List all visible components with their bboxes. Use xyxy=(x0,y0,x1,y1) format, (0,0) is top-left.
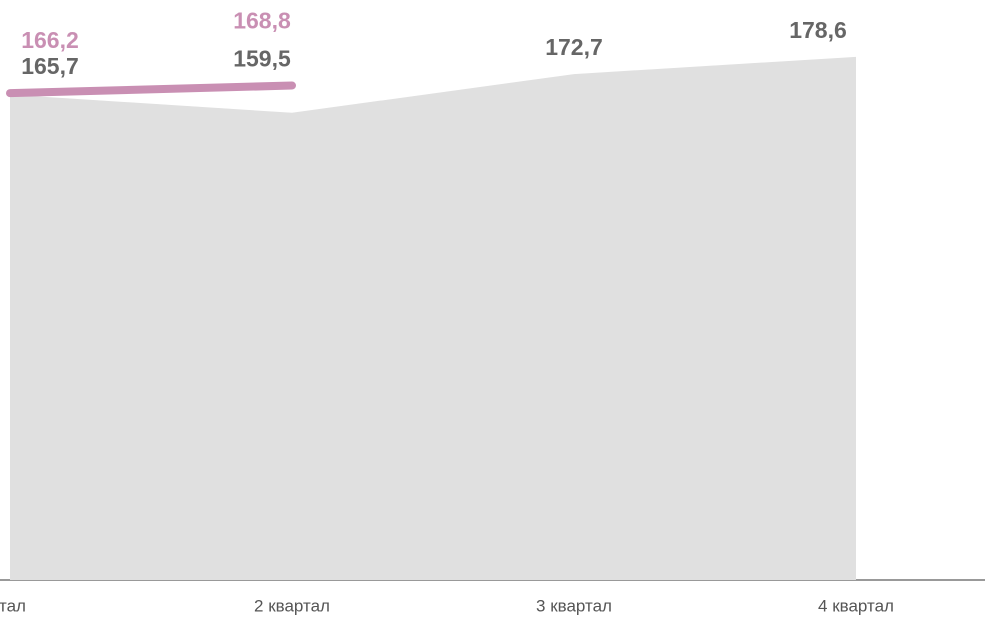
area xyxy=(10,56,856,580)
x-tick-label: 4 квартал xyxy=(818,596,894,615)
value-label: 165,7 xyxy=(21,53,79,79)
value-label: 172,7 xyxy=(545,34,603,60)
x-tick-label: 2 квартал xyxy=(254,596,330,615)
x-tick-label: 3 квартал xyxy=(536,596,612,615)
value-label: 178,6 xyxy=(789,17,847,43)
value-label: 168,8 xyxy=(233,8,291,34)
value-label: 166,2 xyxy=(21,27,79,53)
x-tick-label: 1 квартал xyxy=(0,596,26,615)
value-label: 159,5 xyxy=(233,46,291,72)
line xyxy=(6,81,296,98)
